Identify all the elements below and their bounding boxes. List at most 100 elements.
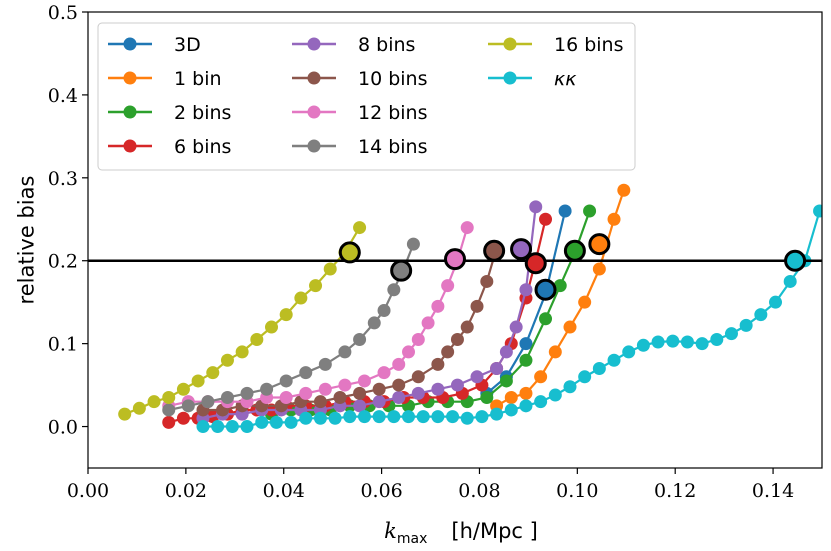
y-tick-label: 0.1	[48, 334, 78, 356]
series-8-point	[118, 407, 132, 421]
y-tick-label: 0.4	[48, 85, 78, 107]
series-7-line	[168, 243, 415, 412]
series-2	[265, 204, 597, 421]
series-1-point	[519, 386, 533, 400]
x-tick-label: 0.14	[752, 480, 794, 502]
x-tick-label: 0.08	[458, 480, 500, 502]
series-5-point	[441, 345, 455, 359]
series-6-point	[279, 391, 293, 405]
series-6-point	[377, 366, 391, 380]
series-1-point	[548, 345, 562, 359]
series-9-point	[460, 411, 474, 425]
series-5-point	[392, 378, 406, 392]
legend-swatch-marker	[307, 71, 321, 85]
x-tick-label: 0.02	[165, 480, 207, 502]
series-4-point	[431, 382, 445, 396]
y-tick-label: 0.3	[48, 168, 78, 190]
legend-label: 12 bins	[358, 102, 428, 124]
x-axis-label-units: [h/Mpc ]	[451, 519, 537, 543]
series-2-point	[583, 204, 597, 218]
series-0-point	[519, 337, 533, 351]
series-8-point	[191, 374, 205, 388]
series-5-point	[460, 320, 474, 334]
series-9-point	[372, 410, 386, 424]
series-7-point	[181, 399, 195, 413]
series-9-point	[651, 335, 665, 349]
series-9-point	[622, 345, 636, 359]
series-0-point	[558, 204, 572, 218]
legend-item: 3D	[108, 34, 201, 56]
series-1-point	[534, 370, 548, 384]
series-6-threshold-marker	[444, 248, 466, 271]
series-5-point	[353, 386, 367, 400]
series-8-threshold-marker	[338, 241, 361, 264]
series-1-threshold-marker	[588, 233, 611, 256]
series-9-point	[519, 399, 533, 413]
highlight-markers	[338, 233, 807, 301]
series-6-point	[421, 316, 435, 330]
series-9-point	[754, 308, 768, 322]
series-4-point	[450, 378, 464, 392]
series-8-point	[279, 308, 293, 322]
series-4-point	[490, 362, 504, 376]
series-9-point	[592, 362, 606, 376]
legend-label: 10 bins	[358, 68, 428, 90]
series-4-point	[499, 345, 513, 359]
series-9-point	[724, 327, 738, 341]
x-axis-label-main: k	[384, 519, 397, 543]
series-9-point	[387, 410, 401, 424]
series-0-threshold-marker	[534, 278, 557, 301]
legend-label: 3D	[174, 34, 201, 56]
series-9-point	[534, 395, 548, 409]
series-1-point	[578, 295, 592, 309]
series-1-point	[563, 320, 577, 334]
legend-swatch-marker	[123, 71, 137, 85]
series-9-point	[343, 410, 357, 424]
series-9-point	[416, 410, 430, 424]
series-9-point	[695, 337, 709, 351]
series-2-threshold-marker	[563, 239, 586, 262]
series-9-point	[490, 407, 504, 421]
series-6-point	[411, 332, 425, 346]
y-axis-label: relative bias	[14, 176, 38, 305]
series-2-point	[499, 374, 513, 388]
plot-frame	[87, 11, 823, 469]
series-5-point	[450, 332, 464, 346]
series-7-point	[387, 283, 401, 297]
series-2-point	[480, 391, 494, 405]
y-tick-label: 0.2	[48, 251, 78, 273]
series-9-point	[783, 274, 797, 288]
series-7-point	[162, 403, 176, 417]
legend-swatch-marker	[503, 37, 517, 51]
legend-swatch-marker	[307, 37, 321, 51]
series-8-point	[176, 382, 190, 396]
series-5-point	[372, 382, 386, 396]
series-2-point	[539, 312, 553, 326]
legend-label: 6 bins	[174, 136, 231, 158]
legend-swatch-marker	[123, 37, 137, 51]
series-4-point	[509, 320, 523, 334]
series-9-point	[504, 403, 518, 417]
series-8-point	[147, 395, 161, 409]
series-7-point	[299, 366, 313, 380]
series-7-point	[353, 332, 367, 346]
x-tick-label: 0.00	[67, 480, 109, 502]
legend-item: 8 bins	[292, 34, 415, 56]
x-tick-label: 0.06	[360, 480, 402, 502]
series-9-point	[402, 410, 416, 424]
series-8-point	[309, 279, 323, 293]
series-3-point	[162, 415, 176, 429]
series-9-point	[284, 415, 298, 429]
series-9-point	[225, 420, 239, 434]
legend-swatch-marker	[503, 71, 517, 85]
legend: 3D 1 bin 2 bins 6 bins 8 bins 10 bins 12 bins 1…	[97, 22, 636, 171]
series-6-point	[441, 279, 455, 293]
series-9-point	[446, 410, 460, 424]
series-4-point	[470, 370, 484, 384]
series-7-threshold-marker	[390, 259, 413, 282]
series-5-threshold-marker	[483, 239, 506, 262]
legend-label: 16 bins	[554, 34, 624, 56]
series-4-point	[353, 399, 367, 413]
series-1-point	[617, 183, 631, 197]
